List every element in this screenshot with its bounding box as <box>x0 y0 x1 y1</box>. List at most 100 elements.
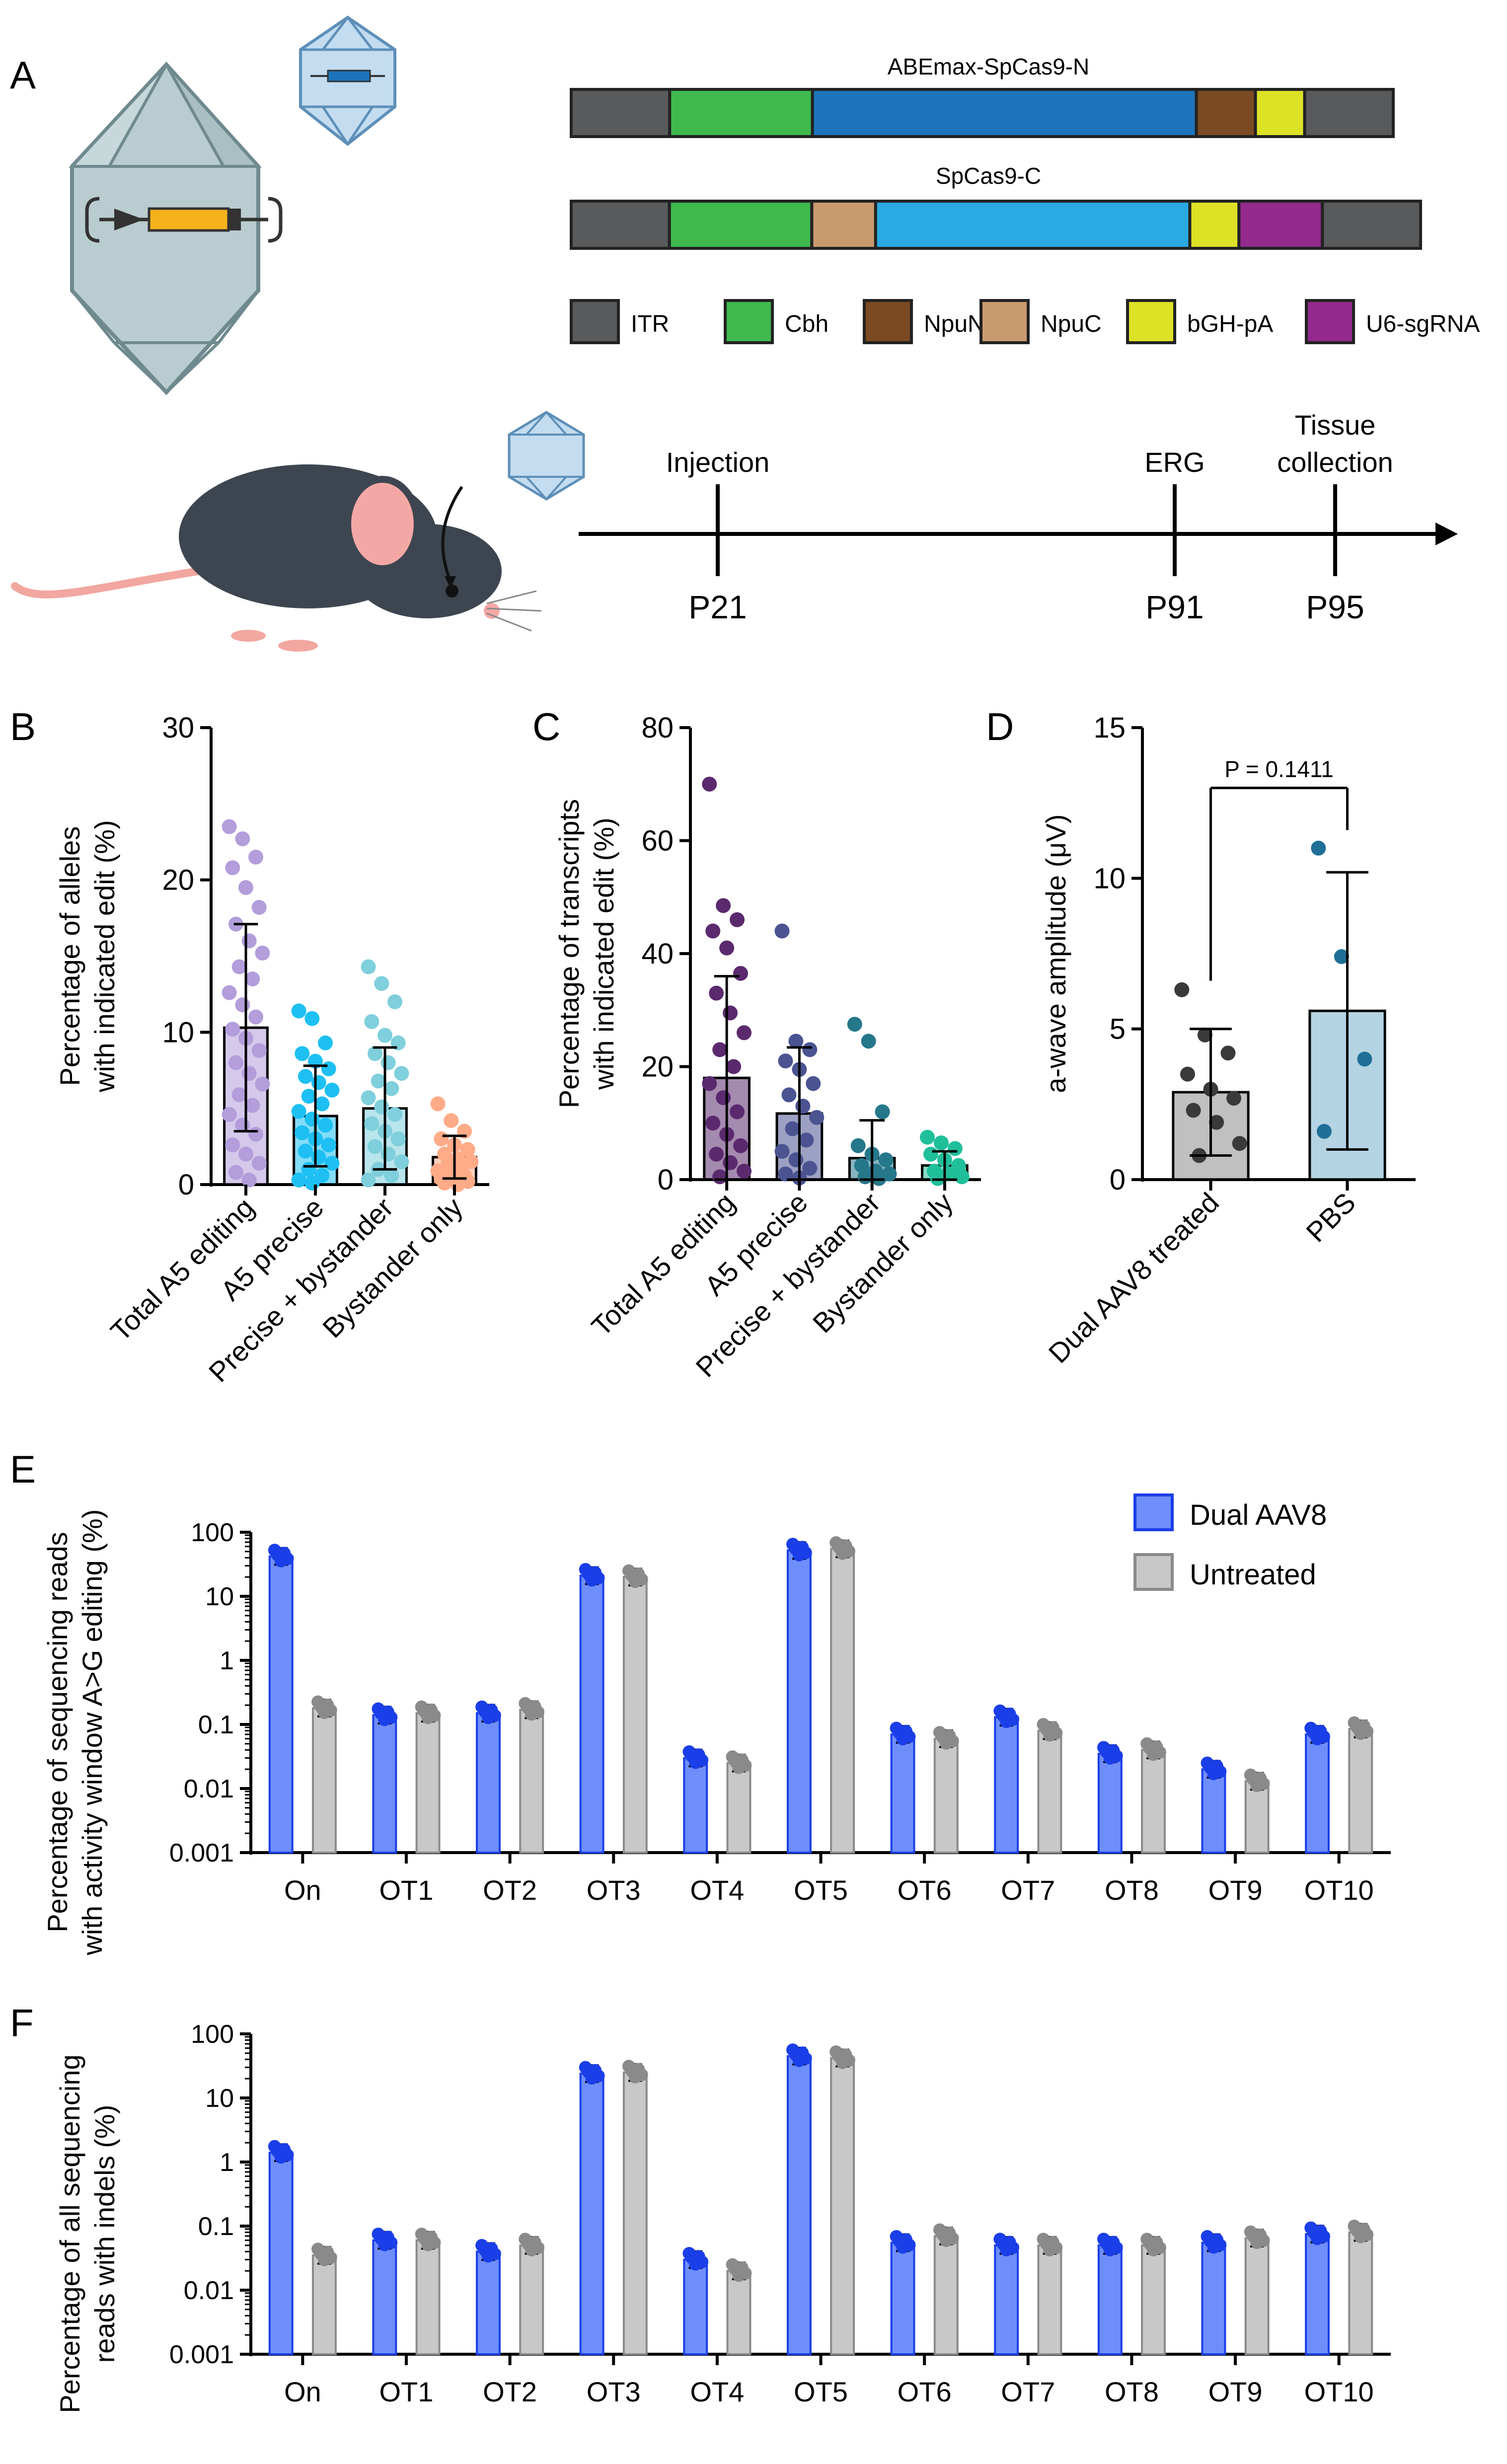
data-point <box>705 923 721 939</box>
x-category-label: OT2 <box>483 2376 537 2407</box>
data-point <box>1186 1103 1201 1118</box>
data-point <box>321 1061 336 1076</box>
bar-dual-aav8 <box>890 2241 915 2355</box>
legend-label-cbh: Cbh <box>785 311 829 337</box>
y-tick-label: 100 <box>191 1518 234 1547</box>
bar-untreated <box>1141 2244 1166 2356</box>
data-point <box>304 1112 320 1127</box>
data-point <box>788 1034 804 1049</box>
bar-dual-aav8 <box>1097 1752 1123 1854</box>
y-axis-title: a-wave amplitude (μV) <box>1040 814 1071 1093</box>
data-point <box>377 1028 392 1043</box>
data-point <box>946 1734 959 1748</box>
y-axis-title: Percentage of sequencing reads <box>42 1532 73 1932</box>
data-point <box>774 923 790 939</box>
data-point <box>920 1129 935 1145</box>
data-point <box>726 1059 742 1074</box>
data-point <box>802 1161 818 1176</box>
data-point <box>384 1711 398 1724</box>
data-point <box>878 1152 894 1168</box>
data-point <box>1360 2228 1374 2241</box>
data-point <box>861 1034 876 1049</box>
data-point <box>1213 1765 1227 1778</box>
legend-swatch-dual-aav8 <box>1133 1493 1174 1531</box>
data-point <box>1316 1123 1332 1139</box>
data-point <box>384 1168 399 1183</box>
data-point <box>709 985 724 1001</box>
construct-2-segment-itr <box>570 200 671 250</box>
data-point <box>723 1155 738 1170</box>
data-point <box>1110 2241 1123 2254</box>
data-point <box>702 1076 717 1091</box>
legend-label-dual-aav8: Dual AAV8 <box>1190 1499 1327 1531</box>
data-point <box>903 1730 916 1743</box>
x-category-label: OT7 <box>1001 1874 1055 1906</box>
data-point <box>281 2148 294 2162</box>
data-point <box>737 1025 752 1041</box>
data-point <box>245 971 260 986</box>
legend-label-u6-sgrna: U6-sgRNA <box>1366 311 1480 337</box>
data-point <box>1174 982 1190 997</box>
data-point <box>737 1163 752 1179</box>
bar-dual-aav8 <box>372 2239 397 2356</box>
x-category-label: OT5 <box>794 1874 848 1906</box>
data-point <box>488 2247 501 2261</box>
data-point <box>635 1572 648 1586</box>
y-axis-title: with indicated edit (%) <box>89 820 120 1093</box>
y-tick-label: 0 <box>178 1169 194 1201</box>
data-point <box>298 1143 313 1159</box>
data-point <box>238 880 253 895</box>
data-point <box>301 1089 316 1104</box>
data-point <box>719 940 735 956</box>
x-category-label: OT2 <box>483 1874 537 1906</box>
x-category-label: OT9 <box>1208 1874 1263 1906</box>
timeline-day-p21: P21 <box>688 589 747 625</box>
construct-1-segment-itr <box>570 88 672 138</box>
data-point <box>228 1165 243 1180</box>
data-point <box>695 2255 709 2269</box>
timeline: Injection ERG Tissue collection P21 P91 … <box>579 409 1458 625</box>
panel-label-c: C <box>532 705 560 748</box>
data-point <box>799 1132 814 1148</box>
bar-untreated <box>830 1548 855 1854</box>
legend-swatch-cbh <box>724 299 774 344</box>
chart-e-legend: Dual AAV8 Untreated <box>1133 1493 1327 1591</box>
data-point <box>806 1076 821 1091</box>
y-tick-label: 5 <box>1110 1013 1126 1045</box>
data-point <box>248 1126 264 1142</box>
bar-dual-aav8 <box>890 1733 915 1854</box>
bar-dual-aav8 <box>1201 2241 1226 2355</box>
data-point <box>716 898 731 913</box>
data-point <box>291 1104 306 1119</box>
data-point <box>802 1042 818 1057</box>
data-point <box>248 849 264 865</box>
data-point <box>318 1118 333 1133</box>
data-point <box>364 1014 379 1029</box>
data-point <box>387 994 403 1009</box>
data-point <box>321 1137 336 1153</box>
x-category-label: OT4 <box>690 1874 744 1906</box>
data-point <box>231 1087 247 1103</box>
y-axis-title: with activity window A>G editing (%) <box>76 1509 108 1956</box>
x-category-label: OT4 <box>690 2376 744 2407</box>
bar-dual-aav8 <box>786 2055 812 2355</box>
timeline-day-p91: P91 <box>1145 589 1204 625</box>
data-point <box>324 1082 340 1098</box>
data-point <box>384 2236 398 2249</box>
data-point <box>318 1035 333 1050</box>
data-point <box>809 1110 825 1125</box>
data-point <box>444 1113 459 1128</box>
y-tick-label: 15 <box>1093 712 1126 744</box>
data-point <box>367 1139 382 1154</box>
data-point <box>795 1099 811 1114</box>
bar-untreated <box>726 1762 752 1854</box>
bar-untreated <box>1348 1728 1373 1854</box>
data-point <box>733 966 749 981</box>
bar-dual-aav8 <box>476 1712 501 1854</box>
data-point <box>311 1149 326 1165</box>
data-point <box>255 1076 270 1092</box>
y-axis-title: with indicated edit (%) <box>588 818 619 1090</box>
data-point <box>374 1099 389 1115</box>
data-point <box>842 1545 855 1558</box>
construct-2-segment-cbh <box>668 200 814 250</box>
